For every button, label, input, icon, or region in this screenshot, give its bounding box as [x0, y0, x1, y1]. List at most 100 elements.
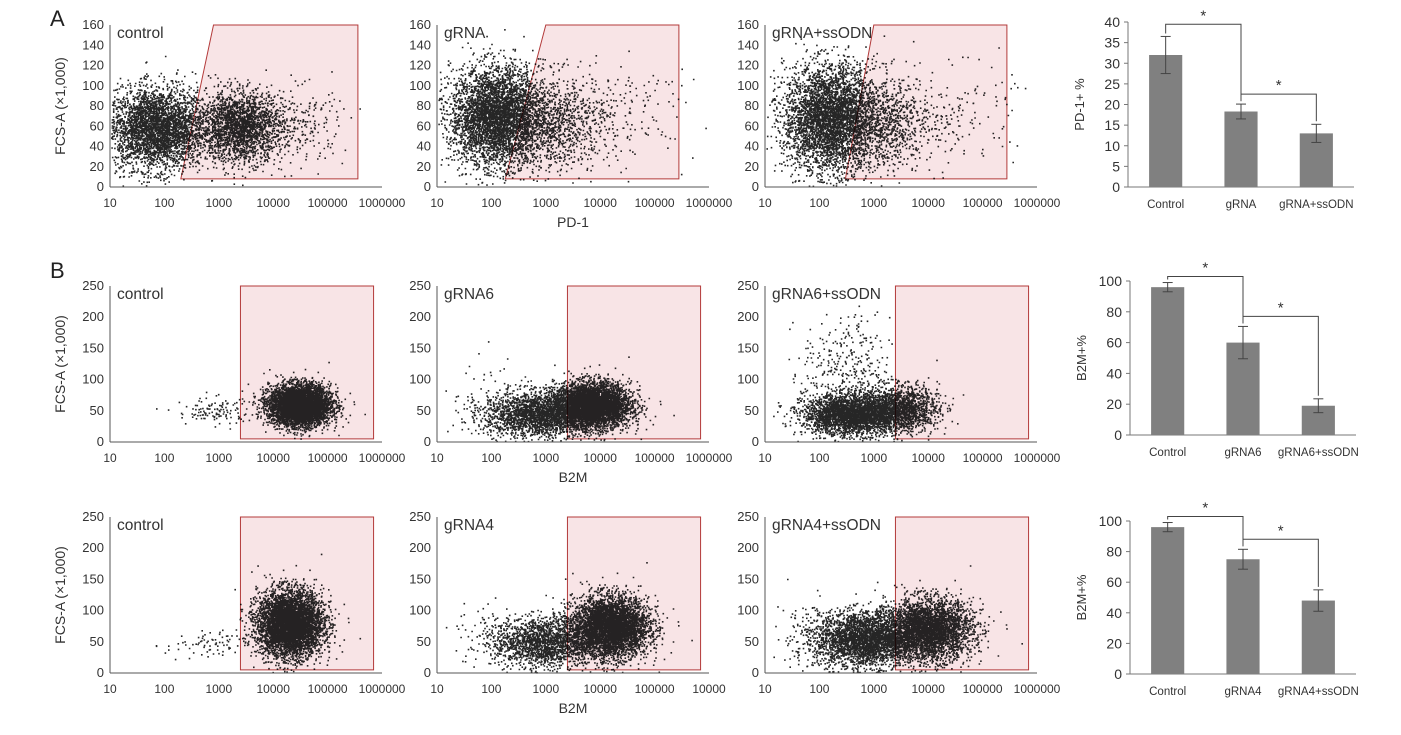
- x-tick-label: 10000: [584, 682, 618, 696]
- plot-title: gRNA4: [444, 517, 494, 534]
- y-tick-label: 50: [417, 403, 431, 418]
- y-tick-label: 40: [1106, 365, 1122, 381]
- y-axis-label: FCS-A (×1,000): [52, 57, 68, 155]
- x-tick-label: 1000000: [1014, 682, 1061, 696]
- bar-chart-B4: 0 20 40 60 80 100 Control gRNA6 gRNA6+ssODN * * B2M…: [1074, 260, 1359, 459]
- x-tick-label: 10000: [912, 682, 946, 696]
- x-tick-label: 1000: [532, 196, 559, 210]
- y-tick-label: 40: [90, 139, 104, 154]
- y-axis-label: B2M+%: [1074, 574, 1089, 620]
- y-tick-label: 0: [97, 434, 104, 449]
- x-tick-label: 100: [154, 682, 174, 696]
- y-tick-label: 50: [90, 403, 104, 418]
- x-tick-label: 100000: [635, 682, 675, 696]
- y-tick-label: 150: [737, 340, 759, 355]
- y-tick-label: 20: [1104, 97, 1120, 113]
- y-tick-label: 160: [409, 17, 431, 32]
- category-label: Control: [1149, 686, 1186, 698]
- category-label: gRNA4+ssODN: [1278, 686, 1359, 698]
- plot-title: gRNA6: [444, 286, 494, 303]
- y-tick-label: 80: [417, 98, 431, 113]
- scatter-dots: [438, 29, 707, 186]
- y-tick-label: 60: [745, 118, 759, 133]
- y-tick-label: 20: [1106, 396, 1122, 412]
- category-label: Control: [1149, 447, 1186, 459]
- y-tick-label: 40: [417, 139, 431, 154]
- x-tick-label: 10: [430, 682, 444, 696]
- y-tick-label: 20: [1106, 635, 1122, 651]
- scatter-plot-B1: 0 50 100 150 200 250 10 100 1000 10000 100000 10000…: [52, 278, 406, 465]
- x-tick-label: 1000: [860, 451, 887, 465]
- significance-bracket: [1242, 315, 1319, 396]
- y-tick-label: 0: [1112, 179, 1120, 195]
- y-tick-label: 25: [1104, 76, 1120, 92]
- scatter-points: [156, 361, 366, 440]
- x-tick-label: 10: [430, 451, 444, 465]
- y-tick-label: 150: [409, 340, 431, 355]
- y-tick-label: 10: [1104, 138, 1120, 154]
- scatter-points: [773, 305, 965, 443]
- significance-bracket: [1242, 538, 1319, 587]
- x-tick-label: 100: [481, 451, 501, 465]
- y-tick-label: 250: [82, 278, 104, 293]
- scatter-points: [155, 553, 362, 674]
- bar: [1151, 287, 1185, 435]
- category-label: Control: [1147, 199, 1184, 211]
- y-tick-label: 200: [737, 540, 759, 555]
- y-axis-label: B2M+%: [1074, 335, 1089, 381]
- y-tick-label: 50: [745, 403, 759, 418]
- x-tick-label: 1000: [205, 682, 232, 696]
- y-tick-label: 150: [409, 571, 431, 586]
- significance-bracket: [1165, 23, 1242, 102]
- y-tick-label: 160: [737, 17, 759, 32]
- y-tick-label: 100: [737, 372, 759, 387]
- plot-title: gRNA+ssODN: [772, 25, 872, 42]
- y-tick-label: 50: [745, 634, 759, 649]
- y-tick-label: 50: [90, 634, 104, 649]
- x-tick-label: 100: [481, 682, 501, 696]
- y-tick-label: 0: [752, 434, 759, 449]
- x-tick-label: 100000: [963, 196, 1003, 210]
- y-tick-label: 140: [409, 37, 431, 52]
- scatter-plot-B3: 0 50 100 150 200 250 10 100 1000 10000 100000 10000…: [737, 278, 1060, 465]
- y-tick-label: 150: [82, 571, 104, 586]
- y-tick-label: 100: [409, 372, 431, 387]
- y-tick-label: 100: [82, 372, 104, 387]
- x-tick-label: 10000: [257, 451, 291, 465]
- y-tick-label: 250: [737, 509, 759, 524]
- x-tick-label: 1000: [860, 682, 887, 696]
- y-tick-label: 200: [737, 309, 759, 324]
- scatter-dots: [773, 565, 1023, 674]
- category-label: gRNA+ssODN: [1279, 199, 1353, 211]
- x-tick-label: 10: [430, 196, 444, 210]
- y-tick-label: 0: [1114, 427, 1122, 443]
- bar: [1226, 559, 1260, 674]
- x-axis-label: B2M: [559, 700, 588, 716]
- scatter-plot-B6: 0 50 100 150 200 250 10 100 1000 10000 100000 10000…: [409, 509, 726, 716]
- x-tick-label: 10: [758, 196, 772, 210]
- plot-title: control: [117, 517, 164, 534]
- y-tick-label: 140: [82, 37, 104, 52]
- scatter-points: [445, 562, 693, 674]
- y-tick-label: 80: [90, 98, 104, 113]
- y-tick-label: 200: [82, 540, 104, 555]
- scatter-points: [111, 55, 361, 188]
- y-tick-label: 120: [737, 58, 759, 73]
- scatter-dots: [156, 361, 366, 440]
- category-label: gRNA4: [1224, 686, 1262, 698]
- panel-label-a: A: [50, 6, 65, 31]
- x-tick-label: 1000000: [686, 196, 733, 210]
- y-tick-label: 0: [424, 179, 431, 194]
- x-tick-label: 10: [758, 682, 772, 696]
- x-tick-label: 100000: [963, 682, 1003, 696]
- bar-chart-A4: 0 5 10 15 20 25 30 35 40 Control gRNA gRNA+ssODN * * P…: [1072, 7, 1354, 211]
- y-tick-label: 80: [745, 98, 759, 113]
- y-tick-label: 5: [1112, 158, 1120, 174]
- x-tick-label: 1000000: [359, 196, 406, 210]
- x-tick-label: 100: [809, 682, 829, 696]
- y-tick-label: 0: [97, 665, 104, 680]
- y-tick-label: 0: [424, 665, 431, 680]
- scatter-plot-A1: 0 20 40 60 80 100 120 140 160 10 100 1000 10000 10000…: [52, 17, 406, 210]
- scatter-dots: [766, 31, 1027, 188]
